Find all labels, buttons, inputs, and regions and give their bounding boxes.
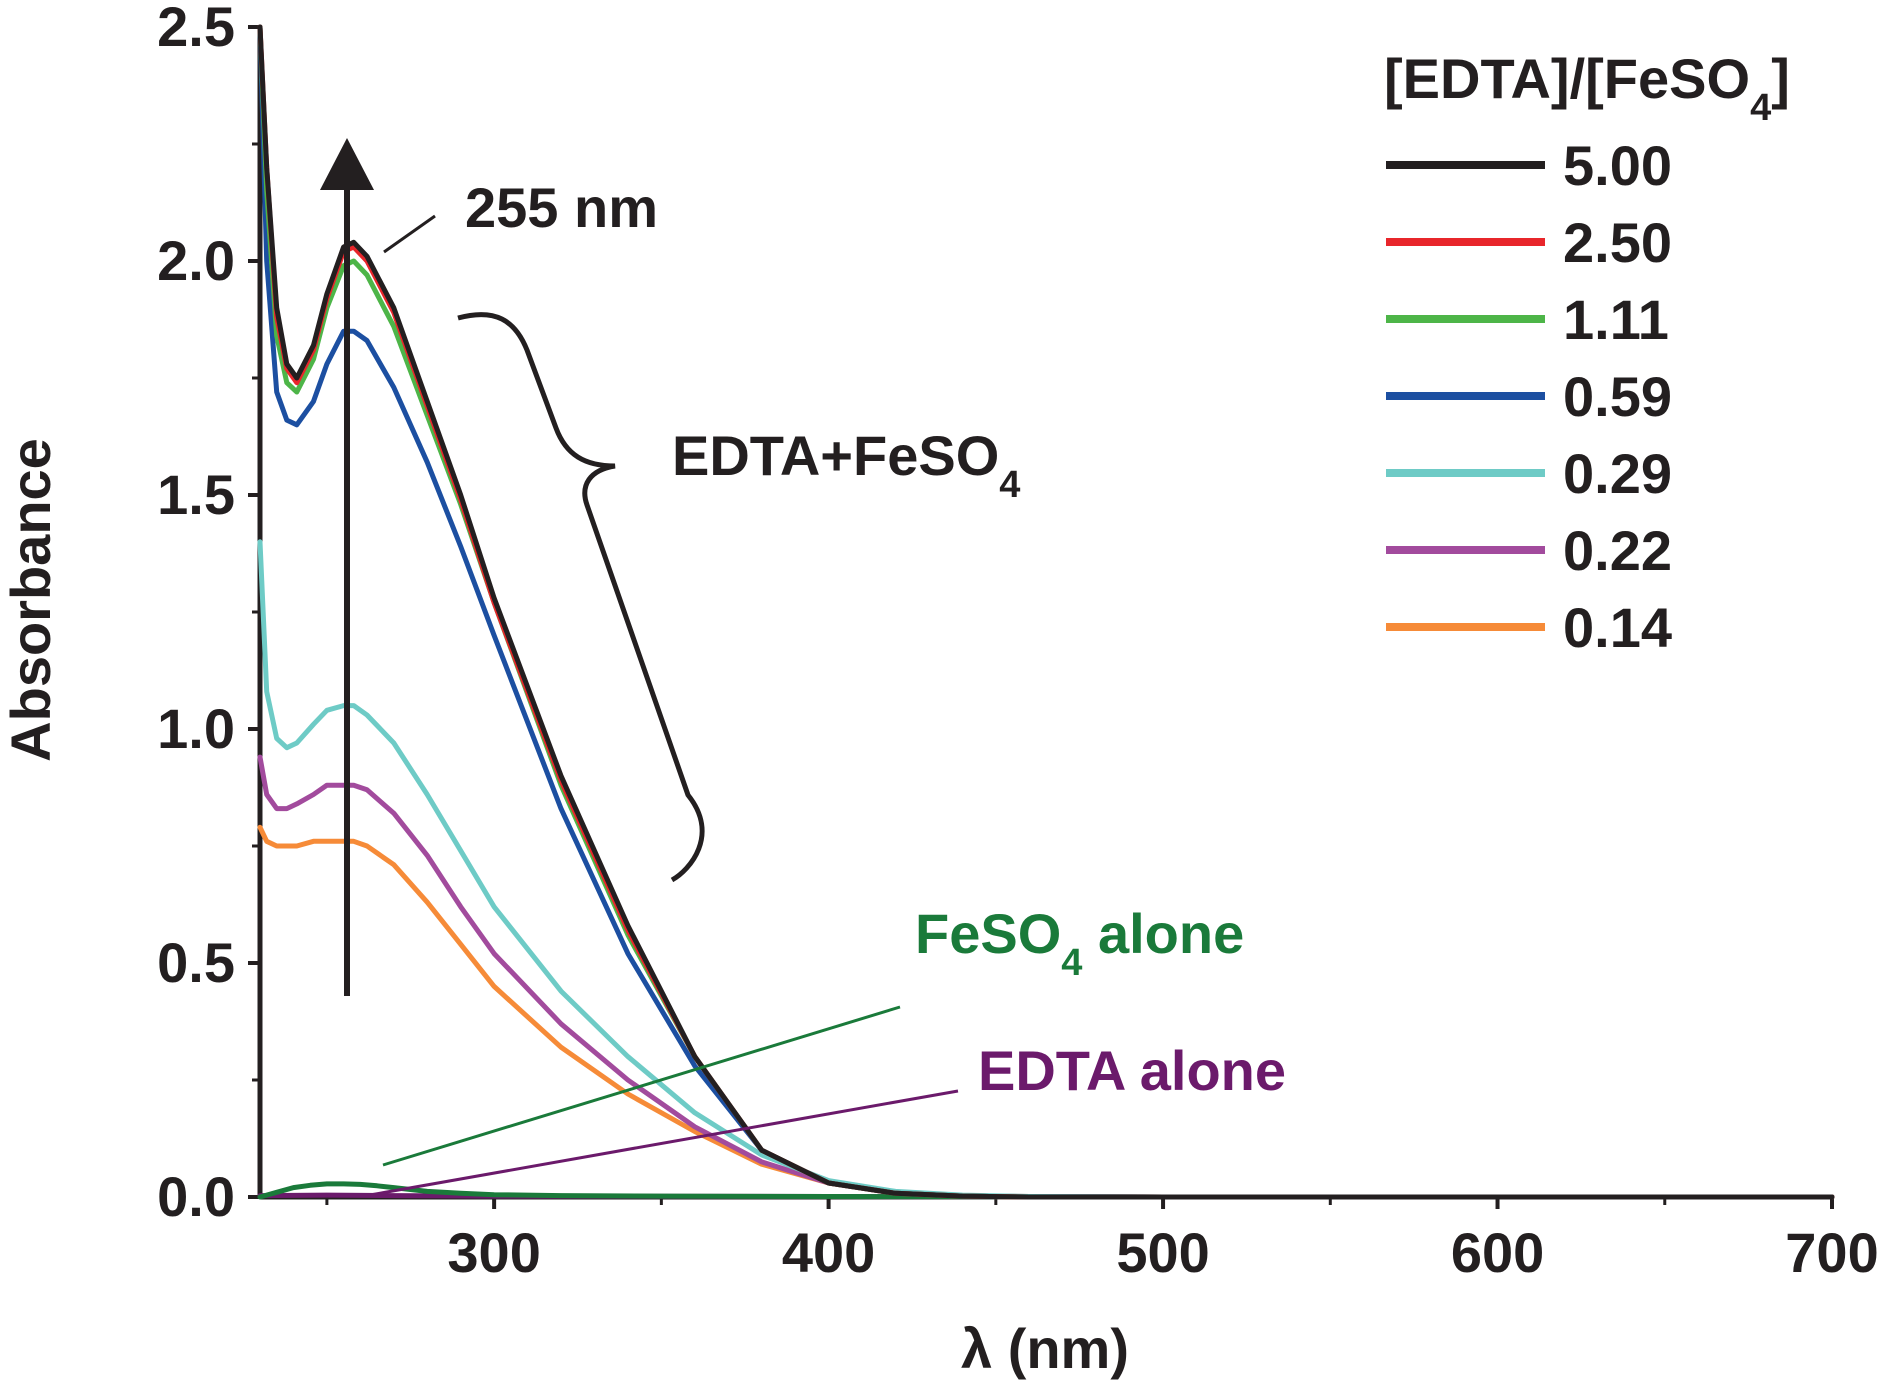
group-label-main: EDTA+FeSO (672, 424, 999, 487)
legend-label-0-29: 0.29 (1563, 442, 1672, 505)
y-tick-label-1.5: 1.5 (157, 463, 235, 526)
x-axis-title: λ (nm) (961, 1317, 1129, 1380)
y-tick-label-2: 2.0 (157, 229, 235, 292)
x-tick-label-400: 400 (782, 1221, 875, 1284)
x-tick-label-600: 600 (1451, 1221, 1544, 1284)
legend-label-1-11: 1.11 (1563, 288, 1669, 351)
feso4-alone-label: FeSO4 alone (915, 902, 1244, 984)
series-line-0-14 (257, 824, 1835, 1200)
axes: 300 400 500 600 700 0.0 0.5 1.0 1.5 2.0 2.5 (157, 0, 1879, 1284)
group-label-subscript: 4 (999, 464, 1020, 506)
peak-callout-line (383, 214, 436, 254)
group-label: EDTA+FeSO4 (672, 424, 1020, 506)
group-brace (457, 312, 705, 883)
edta-alone-leader (369, 1089, 959, 1197)
feso4-alone-subscript: 4 (1061, 942, 1082, 984)
legend-label-0-22: 0.22 (1563, 519, 1672, 582)
x-tick-label-500: 500 (1116, 1221, 1209, 1284)
y-axis-title: Absorbance (0, 438, 62, 762)
y-tick-label-0: 0.0 (157, 1165, 235, 1228)
peak-label: 255 nm (465, 176, 658, 239)
legend: [EDTA]/[FeSO4] 5.00 2.50 1.11 0.59 0.29 0.22 0… (1384, 47, 1790, 659)
legend-label-0-14: 0.14 (1563, 596, 1672, 659)
feso4-alone-leader (382, 1005, 901, 1167)
series-line-feso4-alone (257, 1181, 1835, 1200)
y-tick-label-2.5: 2.5 (157, 0, 235, 58)
series-lines (257, 24, 1835, 1200)
x-tick-label-300: 300 (447, 1221, 540, 1284)
series-line-5-00 (257, 24, 1835, 1200)
legend-label-2-50: 2.50 (1563, 211, 1672, 274)
legend-title-subscript: 4 (1750, 87, 1771, 129)
legend-label-5-00: 5.00 (1563, 134, 1672, 197)
legend-title-main: [EDTA]/[FeSO (1384, 47, 1750, 110)
y-tick-label-1: 1.0 (157, 697, 235, 760)
feso4-alone-main: FeSO (915, 902, 1061, 965)
legend-title: [EDTA]/[FeSO4] (1384, 47, 1790, 129)
x-tick-label-700: 700 (1785, 1221, 1878, 1284)
legend-label-0-59: 0.59 (1563, 365, 1672, 428)
legend-title-end: ] (1771, 47, 1790, 110)
edta-alone-label: EDTA alone (978, 1039, 1286, 1102)
y-tick-label-0.5: 0.5 (157, 931, 235, 994)
increase-arrow-head (320, 138, 374, 190)
feso4-alone-end: alone (1082, 902, 1244, 965)
